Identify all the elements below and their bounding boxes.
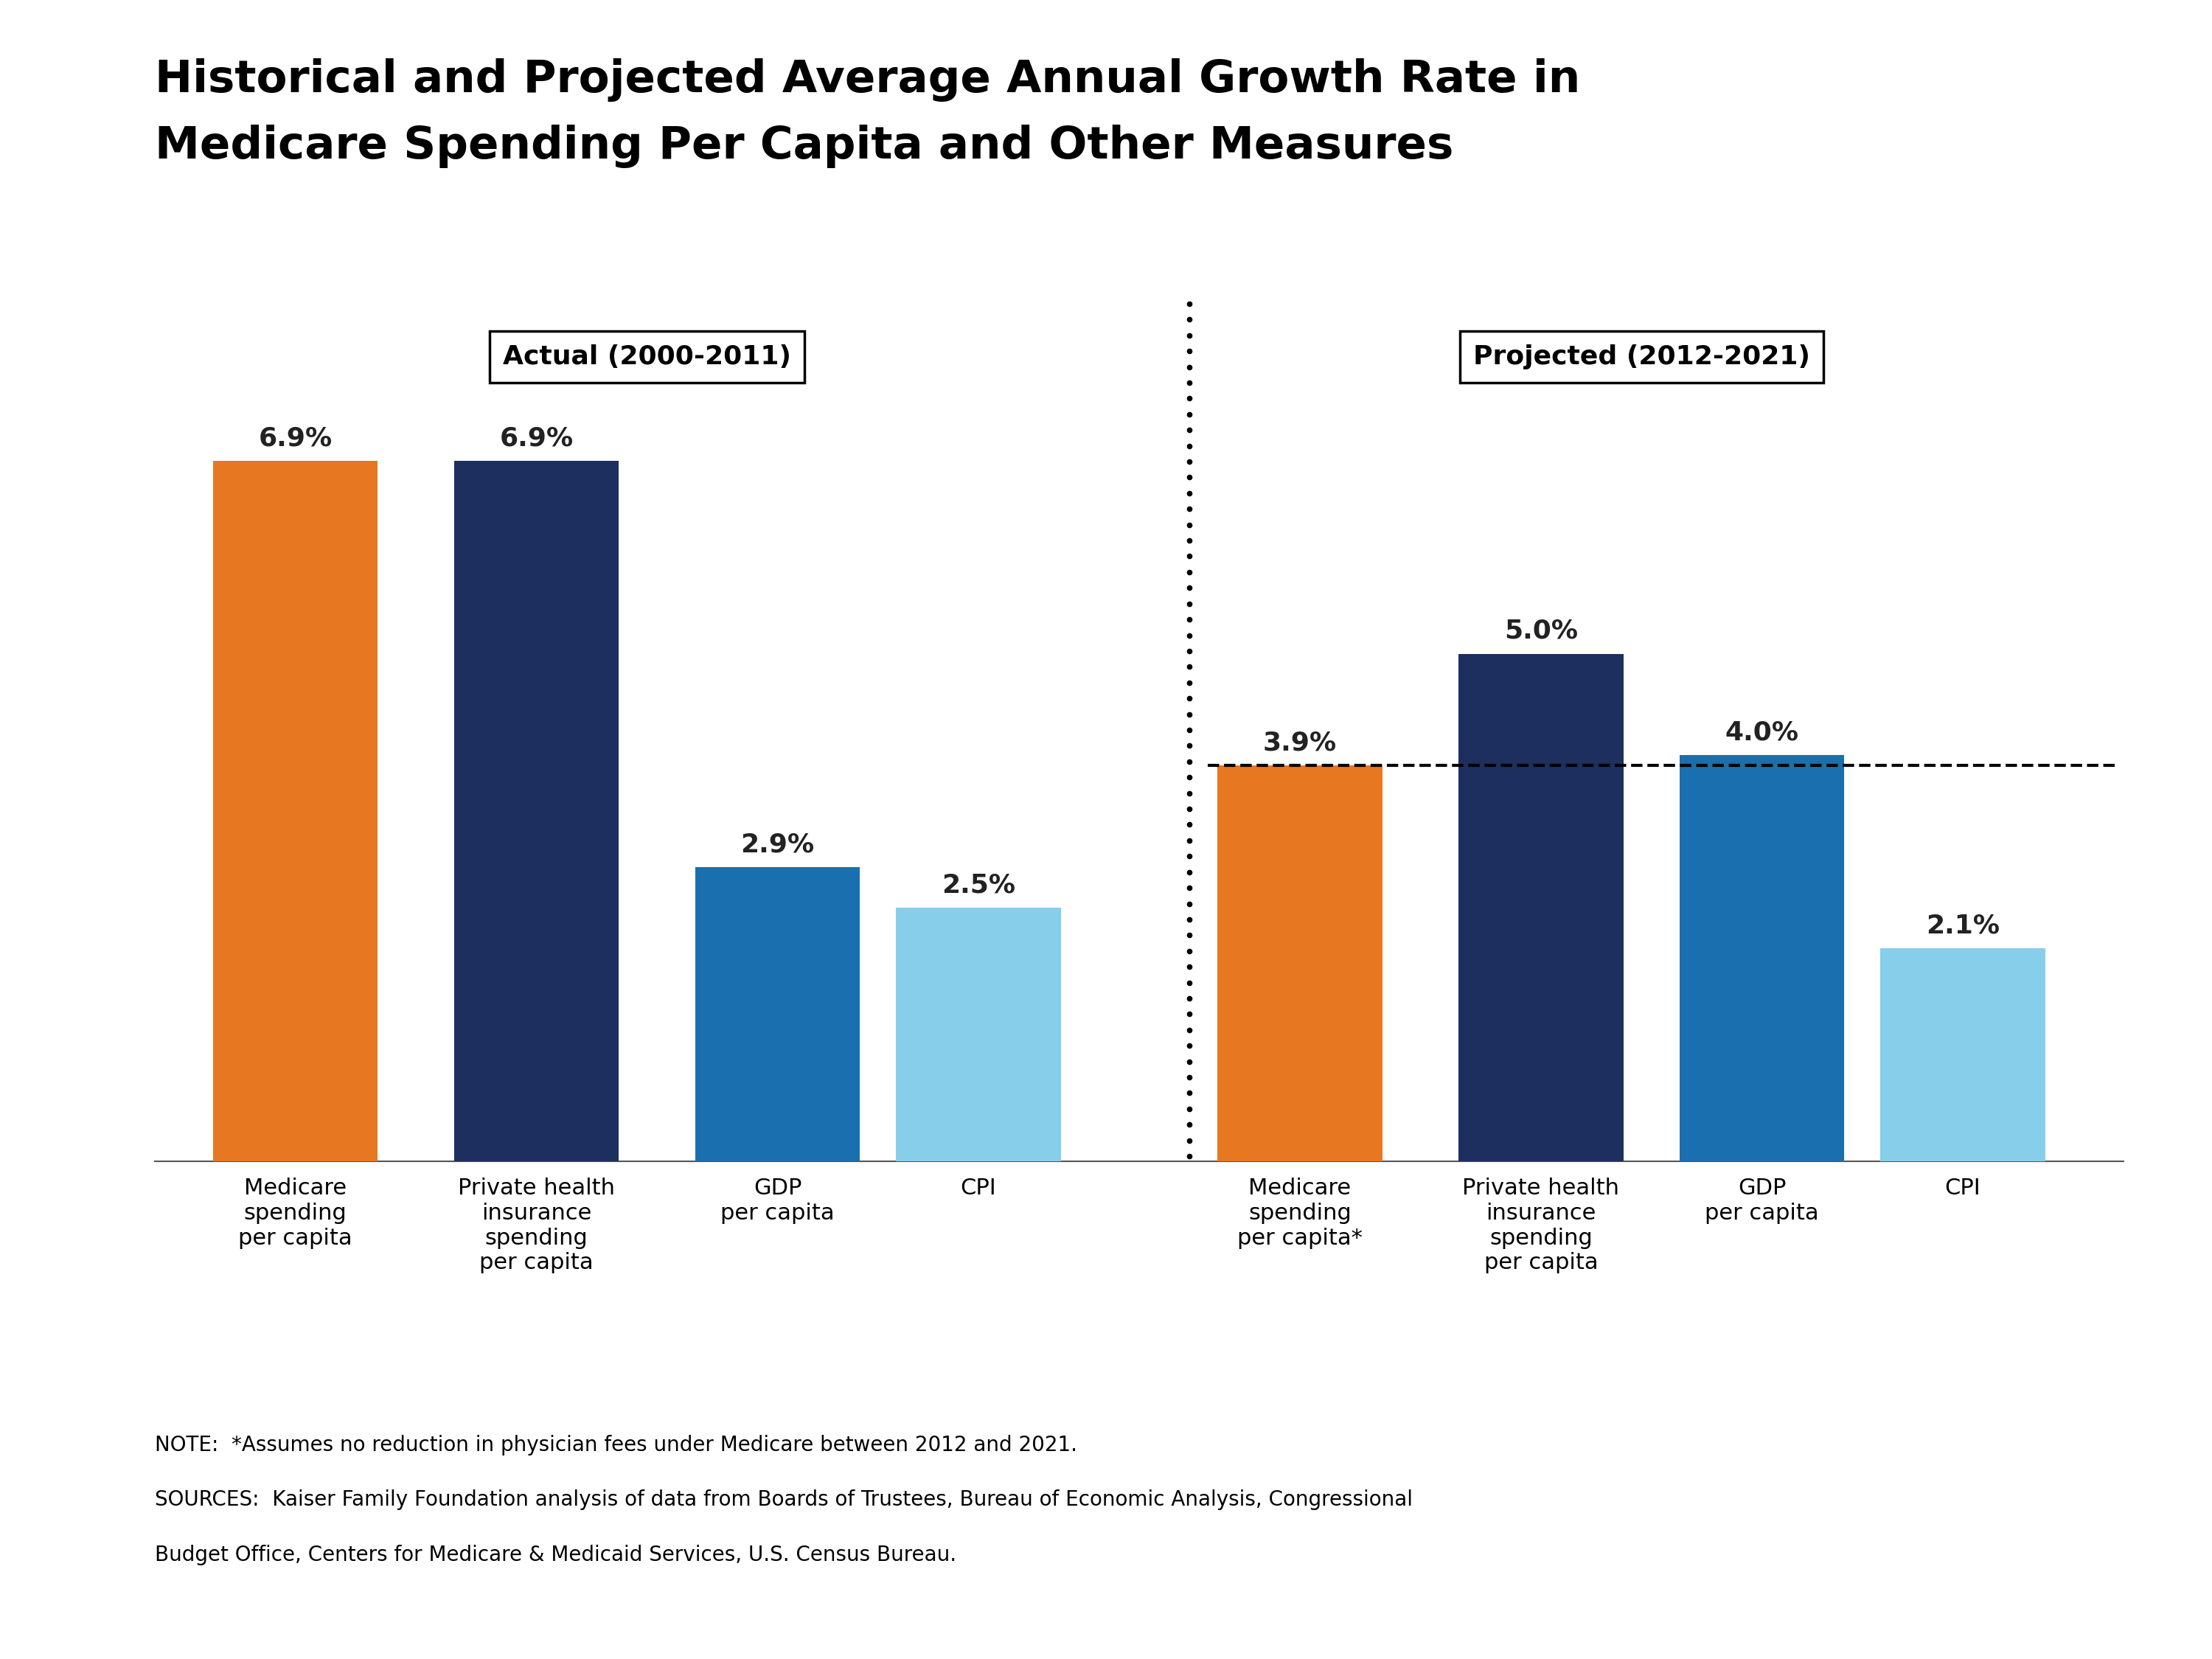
- Text: Private health
insurance
spending
per capita: Private health insurance spending per ca…: [458, 1178, 615, 1274]
- Text: GDP
per capita: GDP per capita: [1705, 1178, 1818, 1224]
- Text: Projected (2012-2021): Projected (2012-2021): [1473, 345, 1809, 370]
- Text: NOTE:  *Assumes no reduction in physician fees under Medicare between 2012 and 2: NOTE: *Assumes no reduction in physician…: [155, 1435, 1077, 1455]
- Text: 5.0%: 5.0%: [1504, 619, 1577, 644]
- Text: 3.9%: 3.9%: [1263, 730, 1336, 755]
- Bar: [1217, 765, 1382, 1161]
- Bar: [453, 461, 619, 1161]
- Text: CPI: CPI: [1944, 1178, 1980, 1199]
- Text: 2.5%: 2.5%: [942, 873, 1015, 898]
- Text: Budget Office, Centers for Medicare & Medicaid Services, U.S. Census Bureau.: Budget Office, Centers for Medicare & Me…: [155, 1545, 956, 1564]
- Text: FAMILY: FAMILY: [1975, 1551, 2062, 1573]
- Text: FOUNDATION: FOUNDATION: [1964, 1593, 2073, 1608]
- Text: Medicare Spending Per Capita and Other Measures: Medicare Spending Per Capita and Other M…: [155, 124, 1453, 168]
- Bar: [1458, 654, 1624, 1161]
- Text: SOURCES:  Kaiser Family Foundation analysis of data from Boards of Trustees, Bur: SOURCES: Kaiser Family Foundation analys…: [155, 1490, 1413, 1510]
- Text: 6.9%: 6.9%: [500, 426, 573, 451]
- Text: 4.0%: 4.0%: [1725, 720, 1798, 745]
- Text: 6.9%: 6.9%: [259, 426, 332, 451]
- Text: Private health
insurance
spending
per capita: Private health insurance spending per ca…: [1462, 1178, 1619, 1274]
- Text: Actual (2000-2011): Actual (2000-2011): [502, 345, 792, 370]
- Text: THE HENRY J.: THE HENRY J.: [1964, 1478, 2073, 1493]
- Bar: [695, 868, 860, 1161]
- Text: KAISER: KAISER: [1973, 1515, 2064, 1536]
- Text: Medicare
spending
per capita: Medicare spending per capita: [239, 1178, 352, 1249]
- Text: 2.9%: 2.9%: [741, 831, 814, 856]
- Bar: [1679, 755, 1845, 1161]
- Text: 2.1%: 2.1%: [1927, 912, 2000, 937]
- Bar: [896, 907, 1062, 1161]
- Bar: [212, 461, 378, 1161]
- Text: Historical and Projected Average Annual Growth Rate in: Historical and Projected Average Annual …: [155, 58, 1579, 101]
- Bar: [1880, 949, 2046, 1161]
- Text: CPI: CPI: [960, 1178, 995, 1199]
- Text: Medicare
spending
per capita*: Medicare spending per capita*: [1237, 1178, 1363, 1249]
- Text: GDP
per capita: GDP per capita: [721, 1178, 834, 1224]
